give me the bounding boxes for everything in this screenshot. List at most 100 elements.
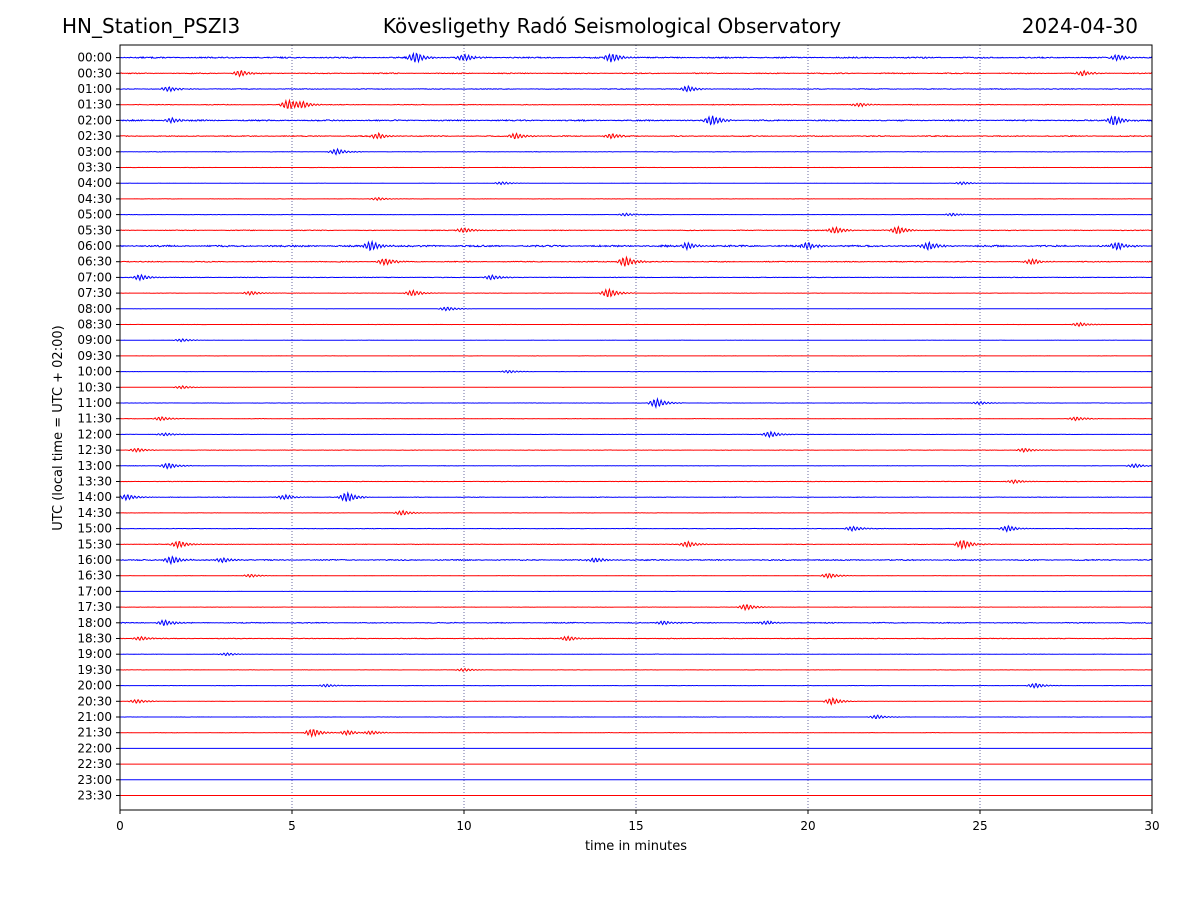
seismic-trace — [120, 555, 1153, 566]
seismic-trace — [119, 462, 1152, 470]
y-tick-label: 22:30 — [77, 757, 112, 771]
chart-date: 2024-04-30 — [1021, 14, 1138, 38]
seismic-trace — [120, 397, 1153, 410]
seismic-trace — [120, 696, 1153, 706]
y-tick-label: 10:00 — [77, 365, 112, 379]
y-tick-label: 23:00 — [77, 773, 112, 787]
y-tick-label: 20:30 — [77, 694, 112, 708]
seismic-trace — [119, 573, 1153, 580]
y-tick-label: 04:00 — [77, 176, 112, 190]
y-tick-label: 12:00 — [77, 427, 112, 441]
y-tick-label: 21:30 — [77, 726, 112, 740]
x-axis-label: time in minutes — [585, 839, 687, 854]
seismic-trace — [119, 683, 1152, 689]
y-tick-label: 12:30 — [77, 443, 112, 457]
seismic-trace — [119, 196, 1152, 201]
y-tick-label: 09:00 — [77, 333, 112, 347]
x-tick-label: 10 — [456, 819, 471, 833]
seismic-trace — [119, 667, 1152, 672]
y-tick-label: 00:00 — [77, 51, 112, 65]
seismic-trace — [119, 239, 1153, 252]
seismic-trace — [119, 181, 1152, 186]
y-tick-label: 11:00 — [77, 396, 112, 410]
seismic-trace — [119, 415, 1152, 422]
y-tick-label: 06:00 — [77, 239, 112, 253]
seismic-trace — [119, 635, 1153, 642]
chart-title: Kövesligethy Radó Seismological Observat… — [382, 14, 842, 38]
y-tick-label: 17:30 — [77, 600, 112, 614]
x-tick-label: 20 — [800, 819, 815, 833]
y-tick-label: 01:30 — [77, 98, 112, 112]
y-tick-label: 16:30 — [77, 569, 112, 583]
seismic-trace — [119, 447, 1153, 454]
y-tick-label: 15:30 — [77, 537, 112, 551]
seismic-trace — [119, 225, 1153, 235]
y-tick-label: 19:30 — [77, 663, 112, 677]
y-tick-label: 20:00 — [77, 679, 112, 693]
y-tick-label: 03:00 — [77, 145, 112, 159]
y-tick-label: 10:30 — [77, 380, 112, 394]
y-tick-label: 02:00 — [77, 113, 112, 127]
seismic-trace — [119, 524, 1153, 533]
seismic-trace — [119, 430, 1152, 439]
x-tick-label: 5 — [288, 819, 296, 833]
x-tick-label: 15 — [628, 819, 643, 833]
seismic-trace — [119, 115, 1153, 126]
y-tick-label: 19:00 — [77, 647, 112, 661]
y-tick-label: 09:30 — [77, 349, 112, 363]
x-tick-label: 30 — [1144, 819, 1159, 833]
seismic-trace — [120, 338, 1152, 343]
y-tick-label: 21:00 — [77, 710, 112, 724]
seismic-trace — [120, 385, 1152, 390]
seismic-trace — [119, 84, 1153, 93]
seismic-trace — [119, 69, 1153, 78]
x-axis: 0 5 10 15 20 25 30 — [116, 810, 1160, 833]
seismic-trace — [120, 98, 1153, 110]
y-tick-label: 04:30 — [77, 192, 112, 206]
y-tick-label: 05:30 — [77, 223, 112, 237]
seismic-trace — [120, 321, 1153, 328]
seismic-trace — [120, 255, 1153, 267]
y-tick-label: 02:30 — [77, 129, 112, 143]
seismic-trace — [120, 479, 1153, 485]
seismic-trace — [119, 369, 1152, 374]
y-tick-label: 03:30 — [77, 161, 112, 175]
trace-layer — [119, 51, 1153, 796]
x-tick-label: 0 — [116, 819, 124, 833]
y-tick-label: 14:30 — [77, 506, 112, 520]
seismic-trace — [120, 509, 1152, 516]
y-tick-label: 07:30 — [77, 286, 112, 300]
seismic-trace — [120, 287, 1152, 298]
seismic-trace — [119, 212, 1153, 217]
y-axis-label: UTC (local time = UTC + 02:00) — [51, 325, 66, 530]
grid-lines — [291, 45, 981, 810]
y-tick-label: 08:30 — [77, 318, 112, 332]
seismic-trace — [119, 491, 1153, 502]
seismic-trace — [119, 51, 1153, 64]
y-tick-label: 17:00 — [77, 584, 112, 598]
seismic-trace — [119, 652, 1152, 657]
y-tick-label: 22:00 — [77, 741, 112, 755]
y-tick-label: 15:00 — [77, 522, 112, 536]
y-tick-label: 06:30 — [77, 255, 112, 269]
y-tick-label: 13:00 — [77, 459, 112, 473]
y-tick-label: 05:00 — [77, 208, 112, 222]
y-tick-label: 18:00 — [77, 616, 112, 630]
seismic-trace — [119, 539, 1152, 551]
seismic-trace — [119, 131, 1153, 140]
seismic-trace — [119, 728, 1153, 739]
y-tick-label: 07:00 — [77, 270, 112, 284]
station-name: HN_Station_PSZI3 — [62, 14, 241, 38]
seismic-trace — [120, 306, 1153, 312]
y-tick-label: 00:30 — [77, 66, 112, 80]
y-tick-label: 01:00 — [77, 82, 112, 96]
seismic-trace — [119, 147, 1152, 156]
y-tick-label: 08:00 — [77, 302, 112, 316]
seismic-trace — [119, 619, 1153, 626]
y-tick-label: 16:00 — [77, 553, 112, 567]
y-tick-label: 13:30 — [77, 475, 112, 489]
y-tick-label: 11:30 — [77, 412, 112, 426]
y-tick-label: 23:30 — [77, 789, 112, 803]
